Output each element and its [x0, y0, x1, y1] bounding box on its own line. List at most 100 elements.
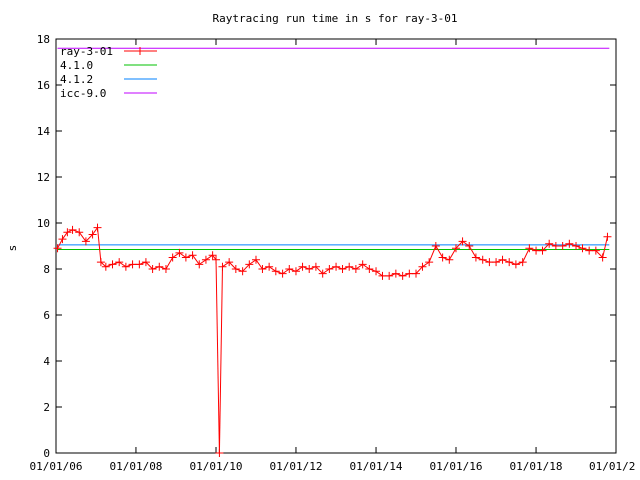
series-segment	[198, 259, 207, 265]
series-segment	[172, 252, 180, 258]
legend-label: icc-9.0	[60, 87, 106, 100]
series-segment	[242, 264, 250, 272]
data-point	[271, 267, 280, 276]
series-segment	[448, 248, 457, 261]
series-segment	[192, 254, 200, 265]
series-segment	[62, 231, 68, 240]
data-point	[75, 228, 84, 237]
x-axis: 01/01/06 01/01/08 01/01/10 01/01/12 01/01/14…	[30, 39, 635, 473]
data-point	[258, 265, 267, 273]
chart-title: Raytracing run time in s for ray-3-01	[212, 12, 457, 25]
data-point	[208, 251, 217, 260]
y-tick-label: 8	[43, 263, 50, 276]
data-point	[265, 262, 274, 271]
data-point	[565, 239, 574, 248]
y-tick-label: 0	[43, 447, 50, 460]
series-segment	[92, 227, 98, 235]
y-tick-label: 4	[43, 355, 50, 368]
legend-label: 4.1.0	[60, 59, 93, 72]
data-point	[245, 260, 254, 269]
legend-marker	[136, 47, 144, 55]
series-segment	[595, 250, 603, 258]
data-point	[195, 260, 204, 269]
data-point	[298, 262, 307, 271]
data-point	[68, 225, 77, 234]
x-tick-label: 01/01/10	[190, 460, 243, 473]
series-segment	[602, 236, 608, 258]
series-segment	[468, 245, 477, 258]
data-point	[478, 255, 487, 264]
data-point	[53, 244, 62, 253]
series-segment	[228, 261, 237, 270]
data-point	[311, 262, 320, 271]
y-tick-label: 10	[37, 217, 50, 230]
series-segment	[295, 266, 303, 272]
data-point	[181, 253, 190, 262]
x-tick-label: 01/01/06	[30, 460, 83, 473]
data-point	[445, 255, 454, 264]
series-segment	[57, 238, 63, 249]
series-segment	[100, 261, 107, 268]
series-segment	[435, 245, 444, 258]
y-tick-label: 12	[37, 171, 50, 184]
data-point	[385, 271, 394, 280]
series-segment	[205, 254, 213, 261]
series-segment	[428, 245, 437, 263]
x-tick-label: 01/01/16	[429, 460, 482, 473]
series-segment	[415, 266, 423, 274]
plot-frame	[55, 38, 617, 454]
series-segment	[78, 231, 87, 242]
data-point	[188, 251, 197, 260]
data-point	[238, 267, 247, 276]
data-point	[135, 260, 144, 269]
series-segment	[255, 259, 263, 270]
series-segment	[179, 252, 187, 258]
series-segment	[422, 261, 430, 268]
data-point	[201, 255, 210, 264]
y-tick-label: 6	[43, 309, 50, 322]
series-segment	[118, 261, 127, 268]
data-point	[498, 255, 507, 264]
data-point	[511, 260, 520, 269]
x-tick-label: 01/01/12	[269, 460, 322, 473]
data-point	[305, 265, 314, 273]
data-point	[558, 242, 567, 250]
series-segment	[375, 270, 383, 277]
series-segment	[165, 257, 174, 270]
series-segment	[362, 263, 370, 270]
reference-lines	[57, 47, 610, 250]
legend-label: ray-3-01	[60, 45, 113, 58]
series-segment	[315, 266, 324, 274]
series-segment	[97, 227, 102, 263]
data-point	[251, 255, 260, 264]
series-segment	[145, 261, 153, 270]
series-segment	[355, 263, 363, 270]
data-point	[572, 242, 581, 250]
series-segment	[522, 248, 530, 263]
y-tick-label: 14	[37, 125, 51, 138]
series-segment	[268, 266, 277, 272]
series-segment	[85, 234, 93, 242]
y-tick-label: 18	[37, 33, 50, 46]
data-point	[603, 232, 612, 241]
data-point	[451, 244, 460, 253]
series-segment	[282, 268, 290, 275]
series-segment	[542, 243, 550, 251]
series-segment	[212, 254, 217, 261]
data-point	[391, 269, 400, 278]
y-axis-label: s	[6, 245, 19, 252]
legend-label: 4.1.2	[60, 73, 93, 86]
series-segment	[215, 259, 220, 454]
y-tick-label: 2	[43, 401, 50, 414]
data-point	[372, 267, 381, 276]
series-segment	[218, 266, 223, 454]
data-point	[438, 253, 447, 262]
x-tick-label: 01/01/18	[510, 460, 563, 473]
series-segment	[455, 241, 463, 249]
data-point	[365, 265, 374, 273]
data-point	[578, 244, 587, 253]
data-point	[492, 258, 501, 267]
data-point	[591, 246, 600, 255]
